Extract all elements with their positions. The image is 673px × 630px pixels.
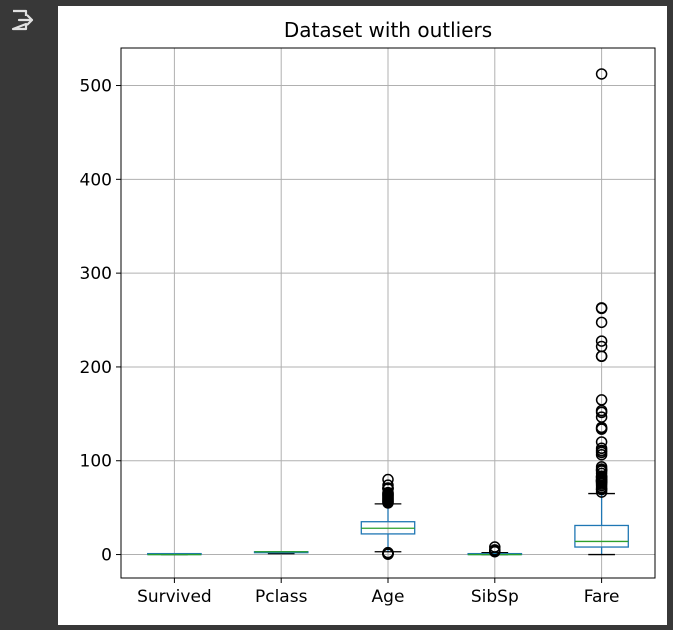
outlier-point bbox=[382, 479, 394, 491]
iqr-box bbox=[574, 524, 629, 548]
outlier-point bbox=[595, 442, 608, 455]
plot-output: 0 100 200 300 400 500 Survived Pclass Age SibSp F… bbox=[58, 6, 667, 625]
x-tick-label: Pclass bbox=[255, 587, 308, 607]
y-tick-label: 100 bbox=[80, 452, 112, 472]
outlier-point bbox=[595, 340, 608, 353]
grid-layer bbox=[121, 48, 655, 578]
outlier-point bbox=[382, 473, 394, 486]
y-tick-label: 200 bbox=[80, 358, 112, 378]
y-tick-label: 0 bbox=[101, 546, 112, 566]
y-axis: 0 100 200 300 400 500 bbox=[80, 77, 121, 566]
outlier-point bbox=[489, 541, 501, 553]
outlier-point bbox=[382, 486, 394, 499]
outlier-point bbox=[595, 436, 608, 448]
exit-to-app-icon[interactable] bbox=[8, 6, 36, 34]
x-tick-label: Age bbox=[372, 587, 405, 607]
chart-title: Dataset with outliers bbox=[284, 18, 492, 42]
outlier-point bbox=[595, 316, 608, 329]
box-fare bbox=[574, 68, 629, 556]
y-tick-label: 300 bbox=[80, 264, 112, 284]
box-pclass bbox=[253, 551, 309, 555]
exit-to-app-glyph bbox=[11, 9, 34, 31]
y-tick-label: 500 bbox=[80, 77, 112, 97]
outlier-point bbox=[595, 335, 608, 347]
outlier-point bbox=[382, 546, 394, 559]
boxes-layer bbox=[147, 68, 629, 560]
box-age bbox=[360, 473, 416, 560]
outlier-point bbox=[595, 302, 608, 314]
boxplot-chart: 0 100 200 300 400 500 Survived Pclass Age SibSp F… bbox=[80, 18, 656, 607]
x-tick-label: Survived bbox=[137, 587, 212, 607]
outlier-point bbox=[595, 68, 608, 80]
box-sibsp bbox=[467, 541, 523, 558]
box-survived bbox=[147, 552, 202, 556]
outlier-point bbox=[595, 394, 608, 406]
x-tick-label: Fare bbox=[584, 587, 620, 607]
outlier-point bbox=[595, 461, 608, 473]
x-tick-label: SibSp bbox=[471, 587, 519, 607]
outlier-point bbox=[595, 411, 608, 423]
y-tick-label: 400 bbox=[80, 170, 112, 190]
x-axis: Survived Pclass Age SibSp Fare bbox=[137, 578, 619, 607]
